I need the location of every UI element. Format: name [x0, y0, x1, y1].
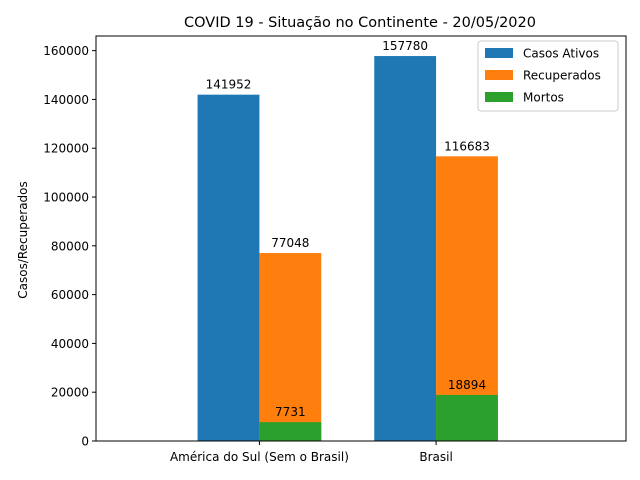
bar-1-1	[436, 156, 498, 441]
y-tick-label-1: 20000	[51, 386, 89, 400]
y-tick-label-0: 0	[81, 435, 89, 449]
legend-label-0: Casos Ativos	[523, 47, 599, 61]
y-tick-label-7: 140000	[43, 93, 89, 107]
bar-0-1	[374, 56, 437, 442]
bar-1-0	[259, 253, 322, 441]
y-tick-label-5: 100000	[43, 191, 89, 205]
axes-frame	[95, 35, 627, 442]
bar-2-0	[259, 422, 322, 441]
y-tick-label-3: 60000	[51, 288, 89, 302]
data-label-0-1: 157780	[382, 39, 428, 53]
legend-swatch-2	[485, 92, 513, 102]
bars	[197, 56, 498, 442]
chart-title: COVID 19 - Situação no Continente - 20/0…	[184, 15, 536, 31]
bar-0-0	[197, 94, 260, 441]
y-tick-label-2: 40000	[51, 337, 89, 351]
data-label-2-0: 7731	[275, 405, 306, 419]
y-axis-label: Casos/Recuperados	[16, 181, 30, 299]
legend-swatch-1	[485, 70, 513, 80]
y-tick-label-8: 160000	[43, 44, 89, 58]
data-label-1-1: 116683	[444, 139, 490, 153]
bar-2-1	[436, 394, 498, 441]
data-label-0-0: 141952	[206, 78, 252, 92]
legend-label-1: Recuperados	[523, 69, 601, 83]
legend: Casos Ativos Recuperados Mortos	[477, 40, 619, 112]
x-tick-label-1: Brasil	[419, 450, 452, 464]
bar-labels: 141952 157780 77048 116683 7731 18894	[206, 39, 490, 419]
x-tick-label-0: América do Sul (Sem o Brasil)	[170, 450, 349, 464]
y-tick-label-6: 120000	[43, 142, 89, 156]
data-label-1-0: 77048	[271, 236, 309, 250]
data-label-2-1: 18894	[448, 378, 486, 392]
y-tick-label-4: 80000	[51, 239, 89, 253]
legend-label-2: Mortos	[523, 91, 564, 105]
axes: 0 20000 40000 60000 80000 100000 120000 140000 1…	[43, 35, 627, 464]
legend-swatch-0	[485, 48, 513, 58]
